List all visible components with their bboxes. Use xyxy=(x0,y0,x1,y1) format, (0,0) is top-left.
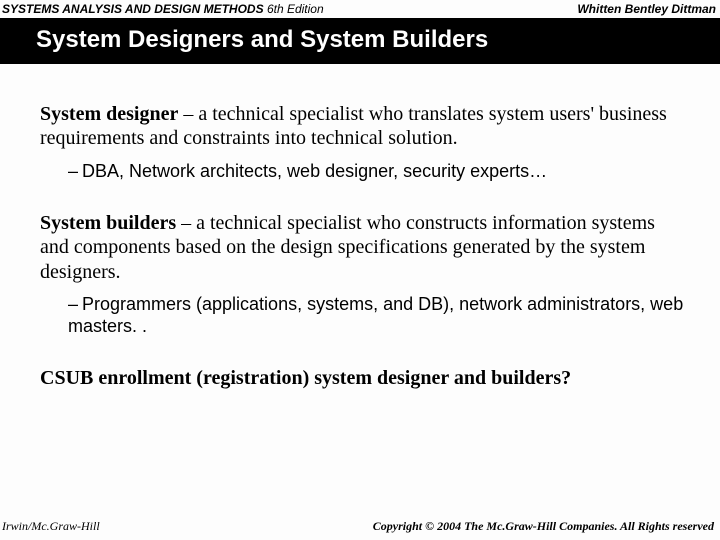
slide-body: System designer – a technical specialist… xyxy=(0,64,720,390)
book-authors: Whitten Bentley Dittman xyxy=(577,2,716,16)
publisher: Irwin/Mc.Graw-Hill xyxy=(2,519,100,534)
slide-title: System Designers and System Builders xyxy=(0,18,720,64)
builder-paragraph: System builders – a technical specialist… xyxy=(40,211,684,284)
book-title: SYSTEMS ANALYSIS AND DESIGN METHODS xyxy=(2,2,264,16)
header-bar: SYSTEMS ANALYSIS AND DESIGN METHODS 6th … xyxy=(0,0,720,16)
designer-term: System designer xyxy=(40,103,178,125)
designer-sublist: –DBA, Network architects, web designer, … xyxy=(40,157,684,183)
footer-bar: Irwin/Mc.Graw-Hill Copyright © 2004 The … xyxy=(0,519,720,534)
builder-sublist: –Programmers (applications, systems, and… xyxy=(40,290,684,338)
header-left: SYSTEMS ANALYSIS AND DESIGN METHODS 6th … xyxy=(2,2,324,16)
builder-term: System builders xyxy=(40,212,176,234)
designer-sub-text: DBA, Network architects, web designer, s… xyxy=(82,161,547,181)
builder-sub-text: Programmers (applications, systems, and … xyxy=(68,294,683,336)
discussion-question: CSUB enrollment (registration) system de… xyxy=(40,366,684,390)
dash-icon: – xyxy=(68,161,82,183)
copyright: Copyright © 2004 The Mc.Graw-Hill Compan… xyxy=(373,519,714,534)
dash-icon: – xyxy=(68,294,82,316)
designer-paragraph: System designer – a technical specialist… xyxy=(40,102,684,151)
book-edition: 6th Edition xyxy=(267,2,324,16)
